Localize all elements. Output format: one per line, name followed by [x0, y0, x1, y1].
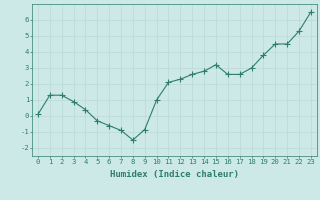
X-axis label: Humidex (Indice chaleur): Humidex (Indice chaleur) [110, 170, 239, 179]
